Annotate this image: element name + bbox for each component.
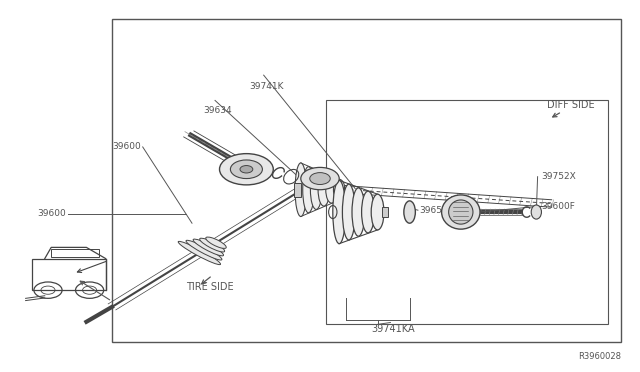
Ellipse shape bbox=[342, 184, 355, 240]
Text: 39600: 39600 bbox=[112, 142, 141, 151]
Ellipse shape bbox=[449, 200, 473, 224]
Text: 39752X: 39752X bbox=[541, 172, 575, 181]
Ellipse shape bbox=[178, 241, 221, 264]
Text: 39634: 39634 bbox=[204, 106, 232, 115]
Bar bbox=[382, 207, 388, 217]
Ellipse shape bbox=[310, 170, 322, 209]
Text: 39741K: 39741K bbox=[250, 82, 284, 91]
Ellipse shape bbox=[193, 239, 223, 256]
Text: 39600: 39600 bbox=[37, 209, 66, 218]
Bar bbox=[294, 183, 301, 197]
Circle shape bbox=[220, 154, 273, 185]
Circle shape bbox=[310, 173, 330, 185]
Ellipse shape bbox=[318, 173, 330, 206]
Ellipse shape bbox=[371, 194, 384, 230]
Circle shape bbox=[230, 160, 262, 179]
Text: 39600F: 39600F bbox=[541, 202, 575, 211]
Ellipse shape bbox=[186, 240, 222, 260]
Ellipse shape bbox=[303, 167, 314, 213]
Bar bbox=[51, 249, 99, 257]
Ellipse shape bbox=[531, 205, 541, 219]
Ellipse shape bbox=[362, 191, 374, 233]
Text: R3960028: R3960028 bbox=[578, 352, 621, 361]
Ellipse shape bbox=[442, 195, 480, 229]
Text: DIFF SIDE: DIFF SIDE bbox=[547, 100, 595, 110]
Ellipse shape bbox=[404, 201, 415, 223]
Circle shape bbox=[240, 166, 253, 173]
Text: TIRE SIDE: TIRE SIDE bbox=[186, 282, 233, 292]
Bar bbox=[32, 259, 106, 290]
Ellipse shape bbox=[200, 238, 225, 252]
Bar bbox=[344, 185, 349, 194]
Ellipse shape bbox=[352, 188, 365, 236]
Text: 39741KA: 39741KA bbox=[371, 324, 415, 334]
Ellipse shape bbox=[205, 237, 227, 248]
Ellipse shape bbox=[326, 176, 337, 203]
Bar bbox=[112, 19, 621, 342]
Ellipse shape bbox=[333, 180, 346, 244]
Bar bbox=[326, 100, 608, 324]
Circle shape bbox=[301, 167, 339, 190]
Ellipse shape bbox=[333, 179, 345, 200]
Ellipse shape bbox=[295, 163, 307, 217]
Text: 39654: 39654 bbox=[419, 206, 448, 215]
